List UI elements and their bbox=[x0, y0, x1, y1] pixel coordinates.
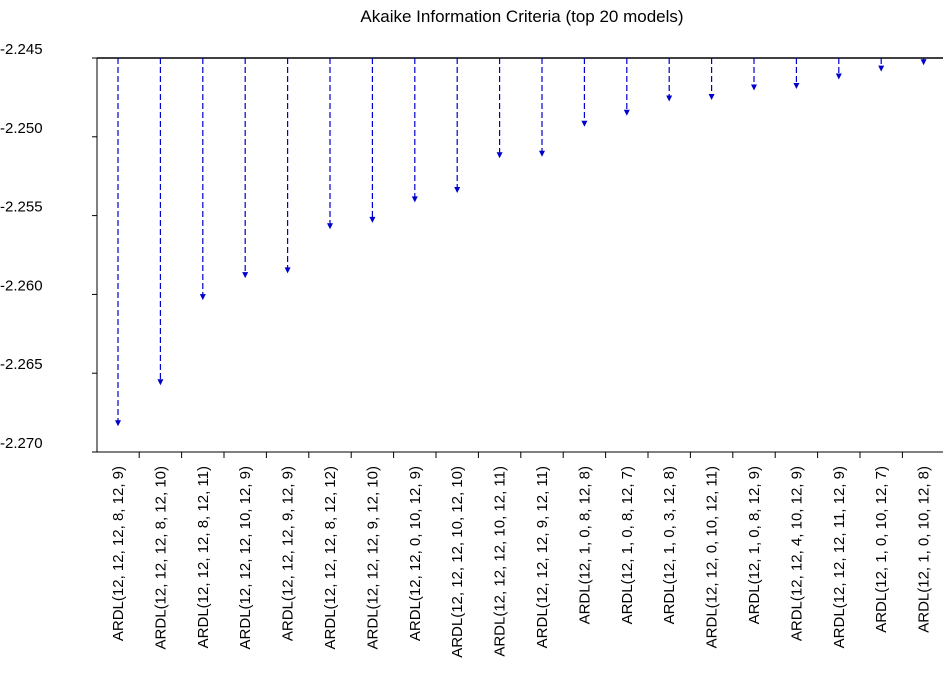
bar-arrowhead bbox=[327, 223, 333, 230]
bar-arrowhead bbox=[284, 267, 291, 274]
bar-arrowhead bbox=[666, 95, 673, 102]
x-tick-label: ARDL(12, 12, 12, 9, 12, 10) bbox=[364, 466, 381, 649]
bar bbox=[751, 58, 757, 91]
bar bbox=[878, 58, 885, 72]
bar bbox=[115, 58, 121, 427]
bar-arrowhead bbox=[454, 186, 461, 193]
bar-arrowhead bbox=[411, 196, 418, 203]
x-tick-label: ARDL(12, 12, 0, 10, 12, 9) bbox=[407, 466, 424, 641]
bar-arrowhead bbox=[835, 73, 842, 80]
bar bbox=[496, 58, 503, 159]
bar-arrowhead bbox=[115, 420, 121, 427]
bar-arrowhead bbox=[242, 272, 249, 279]
bar bbox=[327, 58, 333, 230]
y-tick-label: -2.265 bbox=[0, 356, 43, 373]
bar bbox=[539, 58, 545, 157]
x-tick-label: ARDL(12, 12, 12, 11, 12, 9) bbox=[831, 466, 848, 648]
x-tick-label: ARDL(12, 1, 0, 8, 12, 9) bbox=[746, 466, 763, 624]
y-axis: -2.245 -2.250 -2.255 -2.260 -2.265 -2.270 bbox=[0, 41, 98, 453]
bar bbox=[411, 58, 418, 203]
bar-arrowhead bbox=[623, 109, 630, 116]
x-tick-label: ARDL(12, 1, 0, 10, 12, 8) bbox=[916, 466, 933, 633]
y-tick-label: -2.260 bbox=[0, 277, 43, 294]
x-tick-label: ARDL(12, 12, 12, 8, 12, 11) bbox=[195, 466, 212, 648]
bar bbox=[920, 58, 927, 66]
bar-arrowhead bbox=[581, 120, 588, 127]
bars-group bbox=[97, 57, 943, 427]
bar bbox=[369, 58, 376, 223]
chart-title: Akaike Information Criteria (top 20 mode… bbox=[360, 7, 683, 26]
bar-arrowhead bbox=[496, 152, 503, 159]
x-tick-label: ARDL(12, 12, 12, 8, 12, 10) bbox=[152, 466, 169, 649]
x-tick-label: ARDL(12, 12, 12, 9, 12, 11) bbox=[534, 466, 551, 648]
bar bbox=[708, 58, 715, 100]
bar bbox=[835, 58, 842, 80]
y-tick-label: -2.250 bbox=[0, 120, 43, 137]
bar bbox=[454, 58, 461, 193]
x-tick-label: ARDL(12, 12, 12, 9, 12, 9) bbox=[280, 466, 297, 641]
bar bbox=[793, 58, 800, 89]
x-tick-label: ARDL(12, 12, 12, 8, 12, 9) bbox=[110, 466, 127, 641]
y-tick-label: -2.270 bbox=[0, 435, 43, 452]
x-tick-label: ARDL(12, 12, 12, 10, 12, 10) bbox=[449, 466, 466, 658]
x-tick-label: ARDL(12, 1, 0, 10, 12, 7) bbox=[873, 466, 890, 633]
bar-arrowhead bbox=[199, 294, 206, 301]
y-tick-label: -2.245 bbox=[0, 41, 43, 58]
bar-arrowhead bbox=[157, 379, 164, 386]
bar-arrowhead bbox=[539, 150, 545, 157]
x-axis: ARDL(12, 12, 12, 8, 12, 9) ARDL(12, 12, 1… bbox=[97, 451, 943, 658]
x-tick-label: ARDL(12, 1, 0, 3, 12, 8) bbox=[661, 466, 678, 624]
x-tick-label: ARDL(12, 12, 12, 8, 12, 12) bbox=[322, 466, 339, 649]
x-tick-label: ARDL(12, 1, 0, 8, 12, 7) bbox=[619, 466, 636, 624]
bar bbox=[199, 58, 206, 301]
bar bbox=[157, 58, 164, 386]
bar-arrowhead bbox=[920, 59, 927, 66]
bar bbox=[242, 58, 249, 279]
y-tick-label: -2.255 bbox=[0, 199, 43, 216]
bar-arrowhead bbox=[369, 216, 376, 223]
bar-arrowhead bbox=[878, 65, 885, 72]
x-tick-label: ARDL(12, 12, 12, 10, 12, 11) bbox=[492, 466, 509, 657]
x-tick-label: ARDL(12, 12, 4, 10, 12, 9) bbox=[788, 466, 805, 641]
bar-arrowhead bbox=[708, 93, 715, 100]
bar bbox=[284, 58, 291, 274]
bar bbox=[581, 58, 588, 127]
x-tick-label: ARDL(12, 12, 12, 10, 12, 9) bbox=[237, 466, 254, 649]
bar bbox=[666, 58, 673, 102]
x-tick-label: ARDL(12, 12, 0, 10, 12, 11) bbox=[704, 466, 721, 648]
bar-arrowhead bbox=[793, 82, 800, 89]
bar bbox=[623, 58, 630, 116]
bar-arrowhead bbox=[751, 84, 757, 91]
x-tick-label: ARDL(12, 1, 0, 8, 12, 8) bbox=[576, 466, 593, 624]
